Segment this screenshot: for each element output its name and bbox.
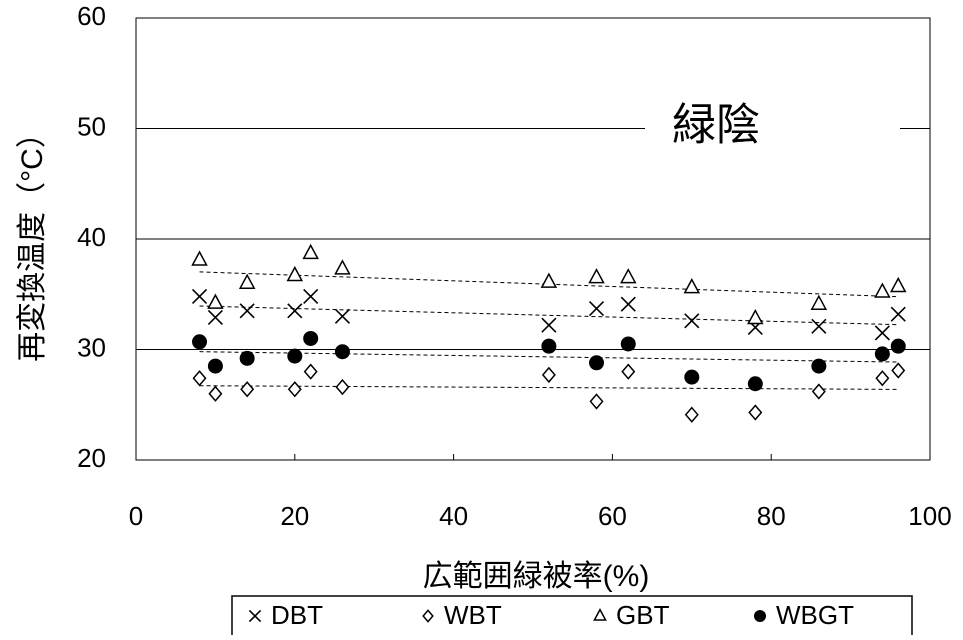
y-tick-label: 60 [77, 1, 106, 31]
legend-label: WBGT [776, 600, 854, 630]
legend-label: WBT [444, 600, 502, 630]
point-circle [240, 351, 255, 366]
x-axis-label: 広範囲緑被率(%) [423, 560, 650, 593]
y-tick-label: 40 [77, 222, 106, 252]
point-circle [875, 346, 890, 361]
background [0, 0, 963, 635]
x-tick-label: 20 [280, 501, 309, 531]
x-tick-label: 100 [908, 501, 951, 531]
point-circle [208, 359, 223, 374]
point-circle [335, 344, 350, 359]
point-circle [748, 376, 763, 391]
x-tick-label: 0 [129, 501, 143, 531]
point-circle [684, 370, 699, 385]
point-circle [541, 339, 556, 354]
point-circle [192, 334, 207, 349]
x-tick-label: 80 [757, 501, 786, 531]
x-tick-label: 60 [598, 501, 627, 531]
y-tick-label: 30 [77, 332, 106, 362]
legend-label: GBT [616, 600, 670, 630]
point-circle [891, 339, 906, 354]
point-circle [754, 610, 766, 622]
chart: 広範囲緑被率(%) 再変換温度（°C） 20 30 40 50 60 0 20 40 60 80 1… [0, 0, 963, 635]
x-tick-label: 40 [439, 501, 468, 531]
legend-label: DBT [271, 600, 323, 630]
point-circle [303, 331, 318, 346]
y-tick-label: 20 [77, 443, 106, 473]
point-circle [287, 349, 302, 364]
annotation: 緑陰 [672, 101, 760, 150]
point-circle [621, 336, 636, 351]
y-tick-label: 50 [77, 111, 106, 141]
point-circle [589, 355, 604, 370]
point-circle [811, 359, 826, 374]
y-axis-label: 再変換温度（°C） [16, 118, 49, 362]
